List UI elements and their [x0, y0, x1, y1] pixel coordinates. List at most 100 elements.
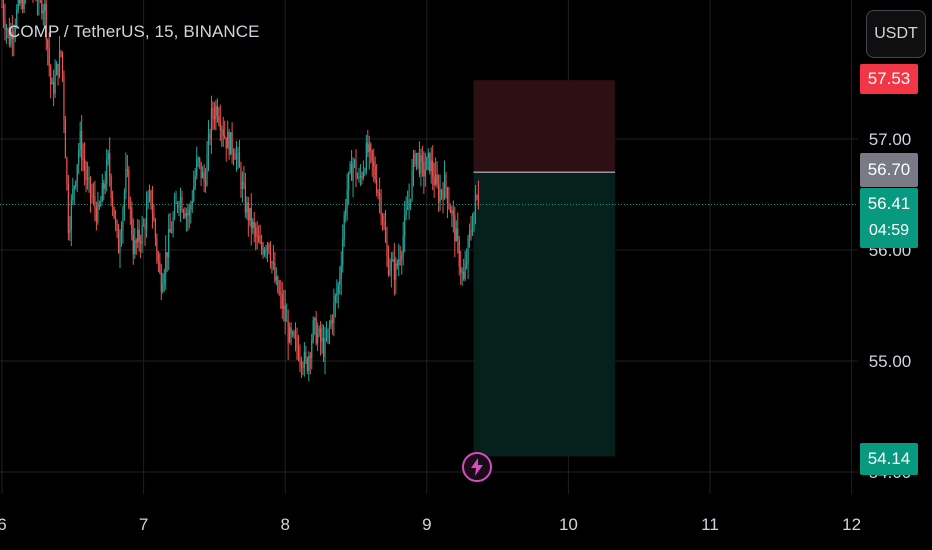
candle-body	[241, 181, 244, 189]
candle-body	[308, 356, 310, 371]
candle-body	[320, 328, 322, 342]
candle-body	[240, 167, 242, 189]
candle-body	[84, 159, 86, 170]
candle-body	[443, 174, 446, 199]
candle-body	[390, 260, 392, 271]
candle-body	[66, 158, 68, 184]
candle-body	[330, 319, 332, 327]
candle-body	[325, 337, 328, 339]
candle-body	[72, 189, 74, 201]
candle-body	[47, 40, 49, 48]
candle-body	[228, 132, 230, 155]
candle-body	[117, 230, 120, 253]
take-profit-zone	[473, 172, 616, 457]
candle-body	[103, 183, 105, 189]
currency-button[interactable]: USDT	[866, 10, 926, 58]
candle-body	[266, 243, 269, 250]
candle-body	[101, 183, 103, 202]
candle-body	[412, 154, 415, 171]
candle-body	[358, 176, 360, 179]
candle-body	[16, 9, 18, 26]
candle-body	[451, 210, 453, 213]
candle-body	[210, 107, 213, 139]
candle-body	[61, 52, 64, 76]
candle-body	[184, 213, 186, 218]
candle-body	[402, 236, 404, 256]
candle-body	[107, 153, 109, 160]
x-axis-label: 10	[559, 515, 578, 534]
candle-body	[387, 256, 390, 275]
candle-body	[427, 152, 429, 158]
candle-body	[51, 82, 53, 85]
candle-body	[381, 215, 384, 223]
candle-body	[196, 158, 198, 176]
candle-body	[290, 327, 292, 334]
stop-loss-price-tag: 57.53	[860, 64, 918, 94]
take-profit-price-tag: 54.14	[860, 443, 918, 475]
candle-body	[364, 171, 366, 173]
candle-body	[368, 144, 370, 153]
candle-body	[153, 214, 155, 221]
candle-body	[379, 193, 381, 197]
candle-body	[14, 25, 16, 33]
candle-body	[399, 259, 401, 261]
candle-body	[69, 229, 71, 233]
candle-body	[140, 241, 142, 244]
candle-body	[311, 340, 313, 358]
x-axis-label: 12	[842, 515, 861, 534]
candle-body	[134, 240, 136, 254]
candle-body	[145, 207, 148, 230]
candle-body	[371, 150, 373, 162]
candle-body	[373, 161, 375, 166]
candle-body	[218, 116, 220, 122]
candle-body	[309, 356, 311, 358]
candle-body	[305, 351, 307, 359]
candle-body	[141, 225, 143, 244]
lightning-alert-icon[interactable]	[462, 452, 492, 482]
candle-body	[470, 230, 472, 232]
candle-body	[94, 196, 96, 209]
candle-body	[125, 169, 127, 193]
candle-body	[322, 338, 325, 358]
candle-body	[376, 179, 378, 193]
y-axis-label: 55.00	[869, 352, 912, 371]
candle-body	[175, 203, 177, 205]
bar-countdown: 04:59	[868, 222, 910, 239]
candle-body	[345, 207, 347, 216]
candle-body	[148, 190, 151, 199]
candle-body	[41, 0, 43, 14]
candle-body	[299, 358, 301, 361]
candle-body	[281, 293, 283, 309]
candle-body	[446, 187, 449, 204]
candle-body	[314, 318, 316, 321]
candle-body	[346, 190, 348, 208]
candle-body	[197, 158, 199, 160]
candle-body	[426, 157, 428, 170]
candle-body	[19, 0, 21, 4]
x-axis-label: 8	[280, 515, 289, 534]
stop-loss-zone	[473, 80, 616, 173]
candle-body	[181, 197, 183, 212]
candle-body	[143, 225, 145, 227]
candle-body	[221, 129, 223, 131]
candle-body	[238, 152, 241, 168]
x-axis-label: 7	[139, 515, 148, 534]
candle-body	[318, 328, 320, 334]
candle-body	[57, 64, 59, 76]
x-axis-label: 6	[0, 515, 7, 534]
candle-body	[172, 217, 174, 233]
candle-body	[396, 263, 398, 266]
candle-body	[377, 192, 379, 194]
candle-body	[334, 295, 336, 303]
candle-body	[252, 221, 254, 229]
candle-body	[58, 50, 61, 76]
candle-body	[417, 153, 419, 155]
candle-body	[349, 164, 351, 173]
candle-body	[2, 6, 5, 19]
candle-body	[258, 235, 260, 243]
candle-body	[359, 176, 362, 178]
candle-body	[262, 248, 264, 255]
candle-body	[10, 31, 12, 45]
candle-body	[8, 29, 10, 45]
